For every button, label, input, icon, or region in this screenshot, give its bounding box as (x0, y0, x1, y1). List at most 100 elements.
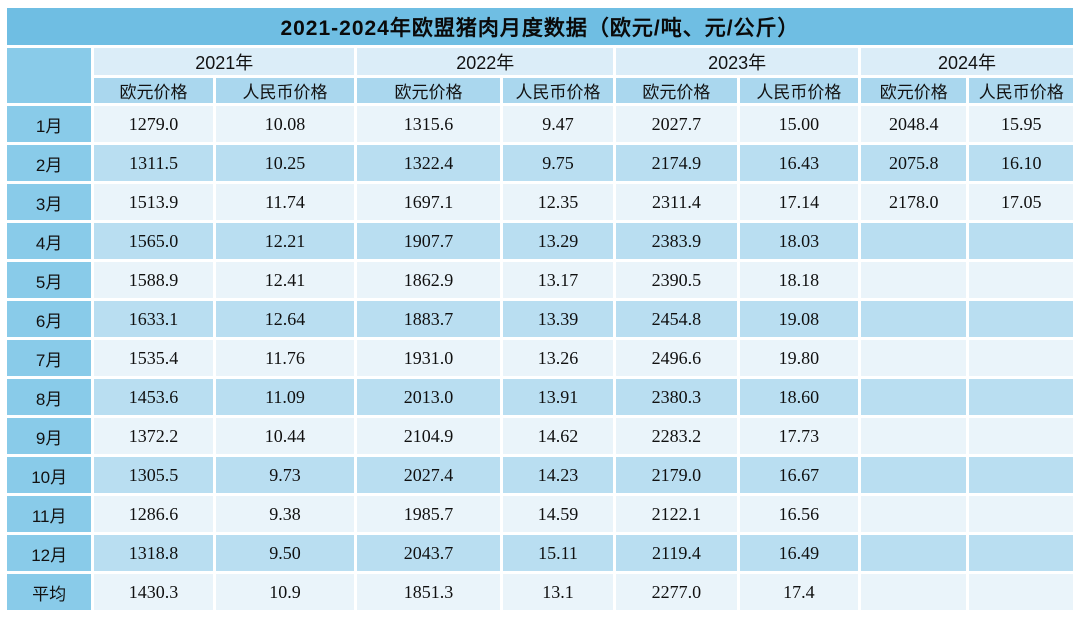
price-cell: 1513.9 (94, 184, 213, 220)
price-cell: 9.50 (215, 535, 355, 571)
price-cell: 2311.4 (616, 184, 737, 220)
table-row: 5月 1588.9 12.41 1862.9 13.17 2390.5 18.18 (7, 262, 1073, 298)
price-cell (861, 457, 967, 493)
price-cell: 9.47 (502, 106, 614, 142)
table-row: 2月 1311.5 10.25 1322.4 9.75 2174.9 16.43 2075.8… (7, 145, 1073, 181)
price-cell: 18.03 (739, 223, 859, 259)
year-header-row: 2021年 2022年 2023年 2024年 (7, 48, 1073, 103)
month-label: 3月 (7, 184, 92, 220)
price-cell: 17.14 (739, 184, 859, 220)
table-row: 10月 1305.5 9.73 2027.4 14.23 2179.0 16.67 (7, 457, 1073, 493)
price-cell: 13.39 (502, 301, 614, 337)
price-cell: 1315.6 (357, 106, 500, 142)
price-cell: 13.91 (502, 379, 614, 415)
price-cell (861, 574, 967, 610)
price-cell: 2013.0 (357, 379, 500, 415)
average-label: 平均 (7, 574, 92, 610)
price-cell: 16.43 (739, 145, 859, 181)
price-cell: 2119.4 (616, 535, 737, 571)
price-cell: 1322.4 (357, 145, 500, 181)
price-cell: 2380.3 (616, 379, 737, 415)
month-label: 2月 (7, 145, 92, 181)
table-row: 3月 1513.9 11.74 1697.1 12.35 2311.4 17.14 2178.… (7, 184, 1073, 220)
month-label: 5月 (7, 262, 92, 298)
price-cell: 2174.9 (616, 145, 737, 181)
month-label: 7月 (7, 340, 92, 376)
rmb-price-header: 人民币价格 (215, 78, 355, 103)
price-cell: 1851.3 (357, 574, 500, 610)
month-label: 11月 (7, 496, 92, 532)
price-cell: 2104.9 (357, 418, 500, 454)
pork-price-table: 2021-2024年欧盟猪肉月度数据（欧元/吨、元/公斤） 2021年 2022年… (4, 5, 1076, 613)
table-row: 11月 1286.6 9.38 1985.7 14.59 2122.1 16.56 (7, 496, 1073, 532)
price-cell: 1453.6 (94, 379, 213, 415)
price-cell: 11.09 (215, 379, 355, 415)
price-cell: 1318.8 (94, 535, 213, 571)
price-cell (969, 418, 1073, 454)
table-row: 平均 1430.3 10.9 1851.3 13.1 2277.0 17.4 (7, 574, 1073, 610)
table-row: 1月 1279.0 10.08 1315.6 9.47 2027.7 15.00 2048.4… (7, 106, 1073, 142)
price-cell: 1907.7 (357, 223, 500, 259)
month-label: 12月 (7, 535, 92, 571)
table-row: 12月 1318.8 9.50 2043.7 15.11 2119.4 16.49 (7, 535, 1073, 571)
month-label: 4月 (7, 223, 92, 259)
price-cell: 2178.0 (861, 184, 967, 220)
table-row: 9月 1372.2 10.44 2104.9 14.62 2283.2 17.73 (7, 418, 1073, 454)
price-cell (969, 301, 1073, 337)
price-cell (861, 535, 967, 571)
price-cell: 14.59 (502, 496, 614, 532)
price-cell: 2496.6 (616, 340, 737, 376)
price-cell: 2383.9 (616, 223, 737, 259)
rmb-price-header: 人民币价格 (739, 78, 859, 103)
price-cell: 1883.7 (357, 301, 500, 337)
price-cell (861, 418, 967, 454)
price-cell: 2390.5 (616, 262, 737, 298)
table-row: 7月 1535.4 11.76 1931.0 13.26 2496.6 19.80 (7, 340, 1073, 376)
price-cell (861, 379, 967, 415)
price-cell: 9.38 (215, 496, 355, 532)
price-cell (969, 535, 1073, 571)
price-cell (861, 301, 967, 337)
price-cell: 17.73 (739, 418, 859, 454)
rmb-price-header: 人民币价格 (969, 78, 1073, 103)
euro-price-header: 欧元价格 (94, 78, 213, 103)
price-cell: 1305.5 (94, 457, 213, 493)
price-cell: 1633.1 (94, 301, 213, 337)
month-label: 9月 (7, 418, 92, 454)
price-cell: 1286.6 (94, 496, 213, 532)
price-cell: 13.26 (502, 340, 614, 376)
price-type-header-row: 欧元价格 人民币价格 欧元价格 人民币价格 欧元价格 人民币价格 欧元价格 人民币价格 (7, 78, 1073, 103)
price-cell (861, 262, 967, 298)
rmb-price-header: 人民币价格 (502, 78, 614, 103)
price-cell (969, 457, 1073, 493)
month-label: 10月 (7, 457, 92, 493)
price-cell: 1862.9 (357, 262, 500, 298)
table-row: 8月 1453.6 11.09 2013.0 13.91 2380.3 18.60 (7, 379, 1073, 415)
price-cell: 12.35 (502, 184, 614, 220)
price-cell: 2454.8 (616, 301, 737, 337)
price-cell: 15.11 (502, 535, 614, 571)
price-cell (861, 496, 967, 532)
price-cell: 11.74 (215, 184, 355, 220)
price-cell: 12.41 (215, 262, 355, 298)
table-row: 6月 1633.1 12.64 1883.7 13.39 2454.8 19.08 (7, 301, 1073, 337)
price-cell (969, 379, 1073, 415)
price-cell: 2075.8 (861, 145, 967, 181)
price-cell: 2027.7 (616, 106, 737, 142)
year-header-1: 2021年 (94, 48, 355, 75)
price-cell: 14.62 (502, 418, 614, 454)
price-cell: 10.25 (215, 145, 355, 181)
price-cell: 16.67 (739, 457, 859, 493)
price-cell: 10.08 (215, 106, 355, 142)
price-cell (969, 340, 1073, 376)
year-header-2: 2022年 (357, 48, 614, 75)
euro-price-header: 欧元价格 (616, 78, 737, 103)
price-cell: 19.80 (739, 340, 859, 376)
price-cell: 1931.0 (357, 340, 500, 376)
price-cell: 12.64 (215, 301, 355, 337)
price-cell: 18.18 (739, 262, 859, 298)
price-cell: 16.49 (739, 535, 859, 571)
title-row: 2021-2024年欧盟猪肉月度数据（欧元/吨、元/公斤） (7, 8, 1073, 45)
euro-price-header: 欧元价格 (861, 78, 967, 103)
price-cell: 1311.5 (94, 145, 213, 181)
